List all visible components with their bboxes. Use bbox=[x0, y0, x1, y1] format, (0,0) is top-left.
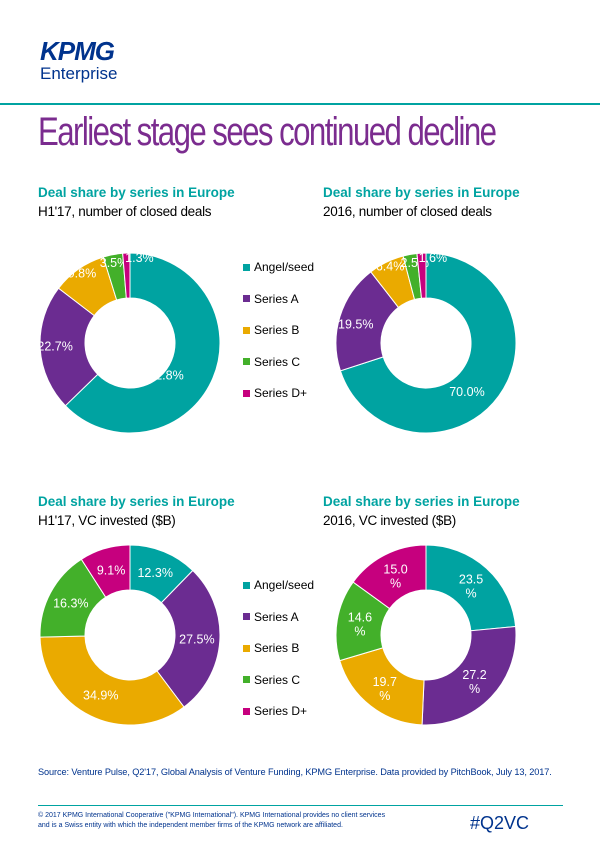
legend-swatch bbox=[243, 707, 250, 715]
legend-swatch bbox=[243, 644, 250, 652]
slice-label: 14.6% bbox=[348, 611, 372, 639]
slice-label: 1.6% bbox=[419, 251, 448, 265]
kpmg-logo: KPMG Enterprise bbox=[40, 38, 117, 84]
logo-subtitle: Enterprise bbox=[40, 64, 118, 83]
slice-series-a bbox=[39, 287, 99, 407]
slice-label: 27.2% bbox=[462, 668, 486, 696]
legend-label: Series C bbox=[254, 672, 301, 687]
slice-label: 12.3% bbox=[137, 566, 172, 580]
slice-label: 3.5% bbox=[100, 256, 128, 270]
legend-item: Series B bbox=[243, 323, 299, 337]
legend-item: Series C bbox=[243, 673, 300, 687]
legend-item: Series D+ bbox=[243, 704, 307, 718]
hashtag: #Q2VC bbox=[470, 813, 530, 833]
legend-item: Series B bbox=[243, 641, 299, 655]
legend-label: Series D+ bbox=[254, 704, 308, 718]
slice-label: 15.0% bbox=[383, 562, 407, 590]
slice-label: 9.1% bbox=[97, 564, 126, 578]
chart-4-subtitle: 2016, VC invested ($B) bbox=[323, 513, 456, 528]
slice-label: 62.8% bbox=[148, 369, 183, 383]
slice-series-d- bbox=[80, 544, 131, 598]
slice-angel-seed bbox=[339, 252, 517, 434]
chart-2-donut: 70.0%19.5%6.4%2.5%1.6% bbox=[335, 251, 517, 434]
slice-series-d- bbox=[416, 252, 427, 299]
chart-3-subtitle: H1'17, VC invested ($B) bbox=[38, 513, 176, 528]
slice-label: 27.5% bbox=[179, 632, 214, 646]
slice-series-b bbox=[339, 647, 425, 726]
chart-3-title: Deal share by series in Europe bbox=[38, 494, 235, 509]
legend-item: Series A bbox=[243, 292, 299, 306]
legend-top: Angel/seed Series A Series B Series C Series… bbox=[243, 260, 333, 405]
legend-swatch bbox=[243, 581, 250, 589]
chart-1-title: Deal share by series in Europe bbox=[38, 185, 235, 200]
chart-1-subtitle: H1'17, number of closed deals bbox=[38, 204, 212, 219]
legend-item: Series D+ bbox=[243, 386, 307, 400]
slice-series-b bbox=[39, 635, 185, 726]
slice-label: 1.3% bbox=[125, 251, 154, 265]
source-note: Source: Venture Pulse, Q2'17, Global Ana… bbox=[38, 767, 552, 777]
slice-label: 70.0% bbox=[449, 385, 484, 399]
legend-item: Series A bbox=[243, 610, 299, 624]
slice-label: 19.7% bbox=[373, 675, 397, 703]
chart-3-donut: 12.3% 27.5% 34.9% 16.3% 9.1% bbox=[39, 544, 221, 726]
slice-label: 6.4% bbox=[376, 260, 405, 274]
slice-angel-seed bbox=[64, 252, 221, 434]
slice-series-d- bbox=[352, 544, 427, 610]
legend-label: Series B bbox=[254, 323, 300, 337]
chart-4-donut: 23.5 % 27.2 % 19.7 % 14.6 % 15.0% bbox=[335, 544, 517, 726]
legend-swatch bbox=[243, 295, 250, 302]
slice-label: 19.5% bbox=[338, 317, 373, 331]
chart-2-title: Deal share by series in Europe bbox=[323, 185, 520, 200]
copyright-note: © 2017 KPMG International Cooperative ("… bbox=[38, 812, 386, 829]
legend-label: Angel/seed bbox=[254, 578, 315, 592]
legend-swatch bbox=[243, 263, 250, 271]
slice-angel-seed bbox=[425, 544, 517, 632]
legend-label: Series A bbox=[254, 609, 299, 624]
slice-series-a bbox=[421, 625, 517, 726]
legend-swatch bbox=[243, 358, 250, 365]
slice-label: 16.3% bbox=[53, 597, 88, 611]
slice-series-a bbox=[156, 569, 221, 708]
legend-label: Series D+ bbox=[254, 386, 308, 400]
slice-label: 34.9% bbox=[83, 688, 118, 702]
slice-label: 22.7% bbox=[37, 340, 72, 354]
legend-label: Series B bbox=[254, 641, 300, 655]
chart-1-donut: 62.8% 22.7% 9.8%3.5%1.3% bbox=[37, 251, 221, 434]
legend-label: Series A bbox=[254, 291, 299, 306]
legend-item: Angel/seed bbox=[243, 578, 314, 592]
legend-bottom: Angel/seed Series A Series B Series C Series… bbox=[243, 578, 333, 723]
legend-label: Series C bbox=[254, 354, 301, 369]
slice-label: 9.8% bbox=[68, 266, 97, 280]
logo-wordmark: KPMG bbox=[40, 36, 115, 66]
legend-item: Angel/seed bbox=[243, 260, 314, 274]
chart-2-subtitle: 2016, number of closed deals bbox=[323, 204, 492, 219]
header-divider bbox=[0, 103, 600, 105]
legend-label: Angel/seed bbox=[254, 260, 315, 274]
slice-label: 23.5% bbox=[459, 572, 483, 600]
legend-swatch bbox=[243, 389, 250, 397]
legend-item: Series C bbox=[243, 355, 300, 369]
chart-4-title: Deal share by series in Europe bbox=[323, 494, 520, 509]
footer-divider bbox=[38, 805, 563, 806]
page-title: Earliest stage sees continued decline bbox=[38, 110, 497, 154]
legend-swatch bbox=[243, 676, 250, 683]
slice-series-d- bbox=[122, 252, 131, 299]
legend-swatch bbox=[243, 326, 250, 334]
legend-swatch bbox=[243, 613, 250, 620]
